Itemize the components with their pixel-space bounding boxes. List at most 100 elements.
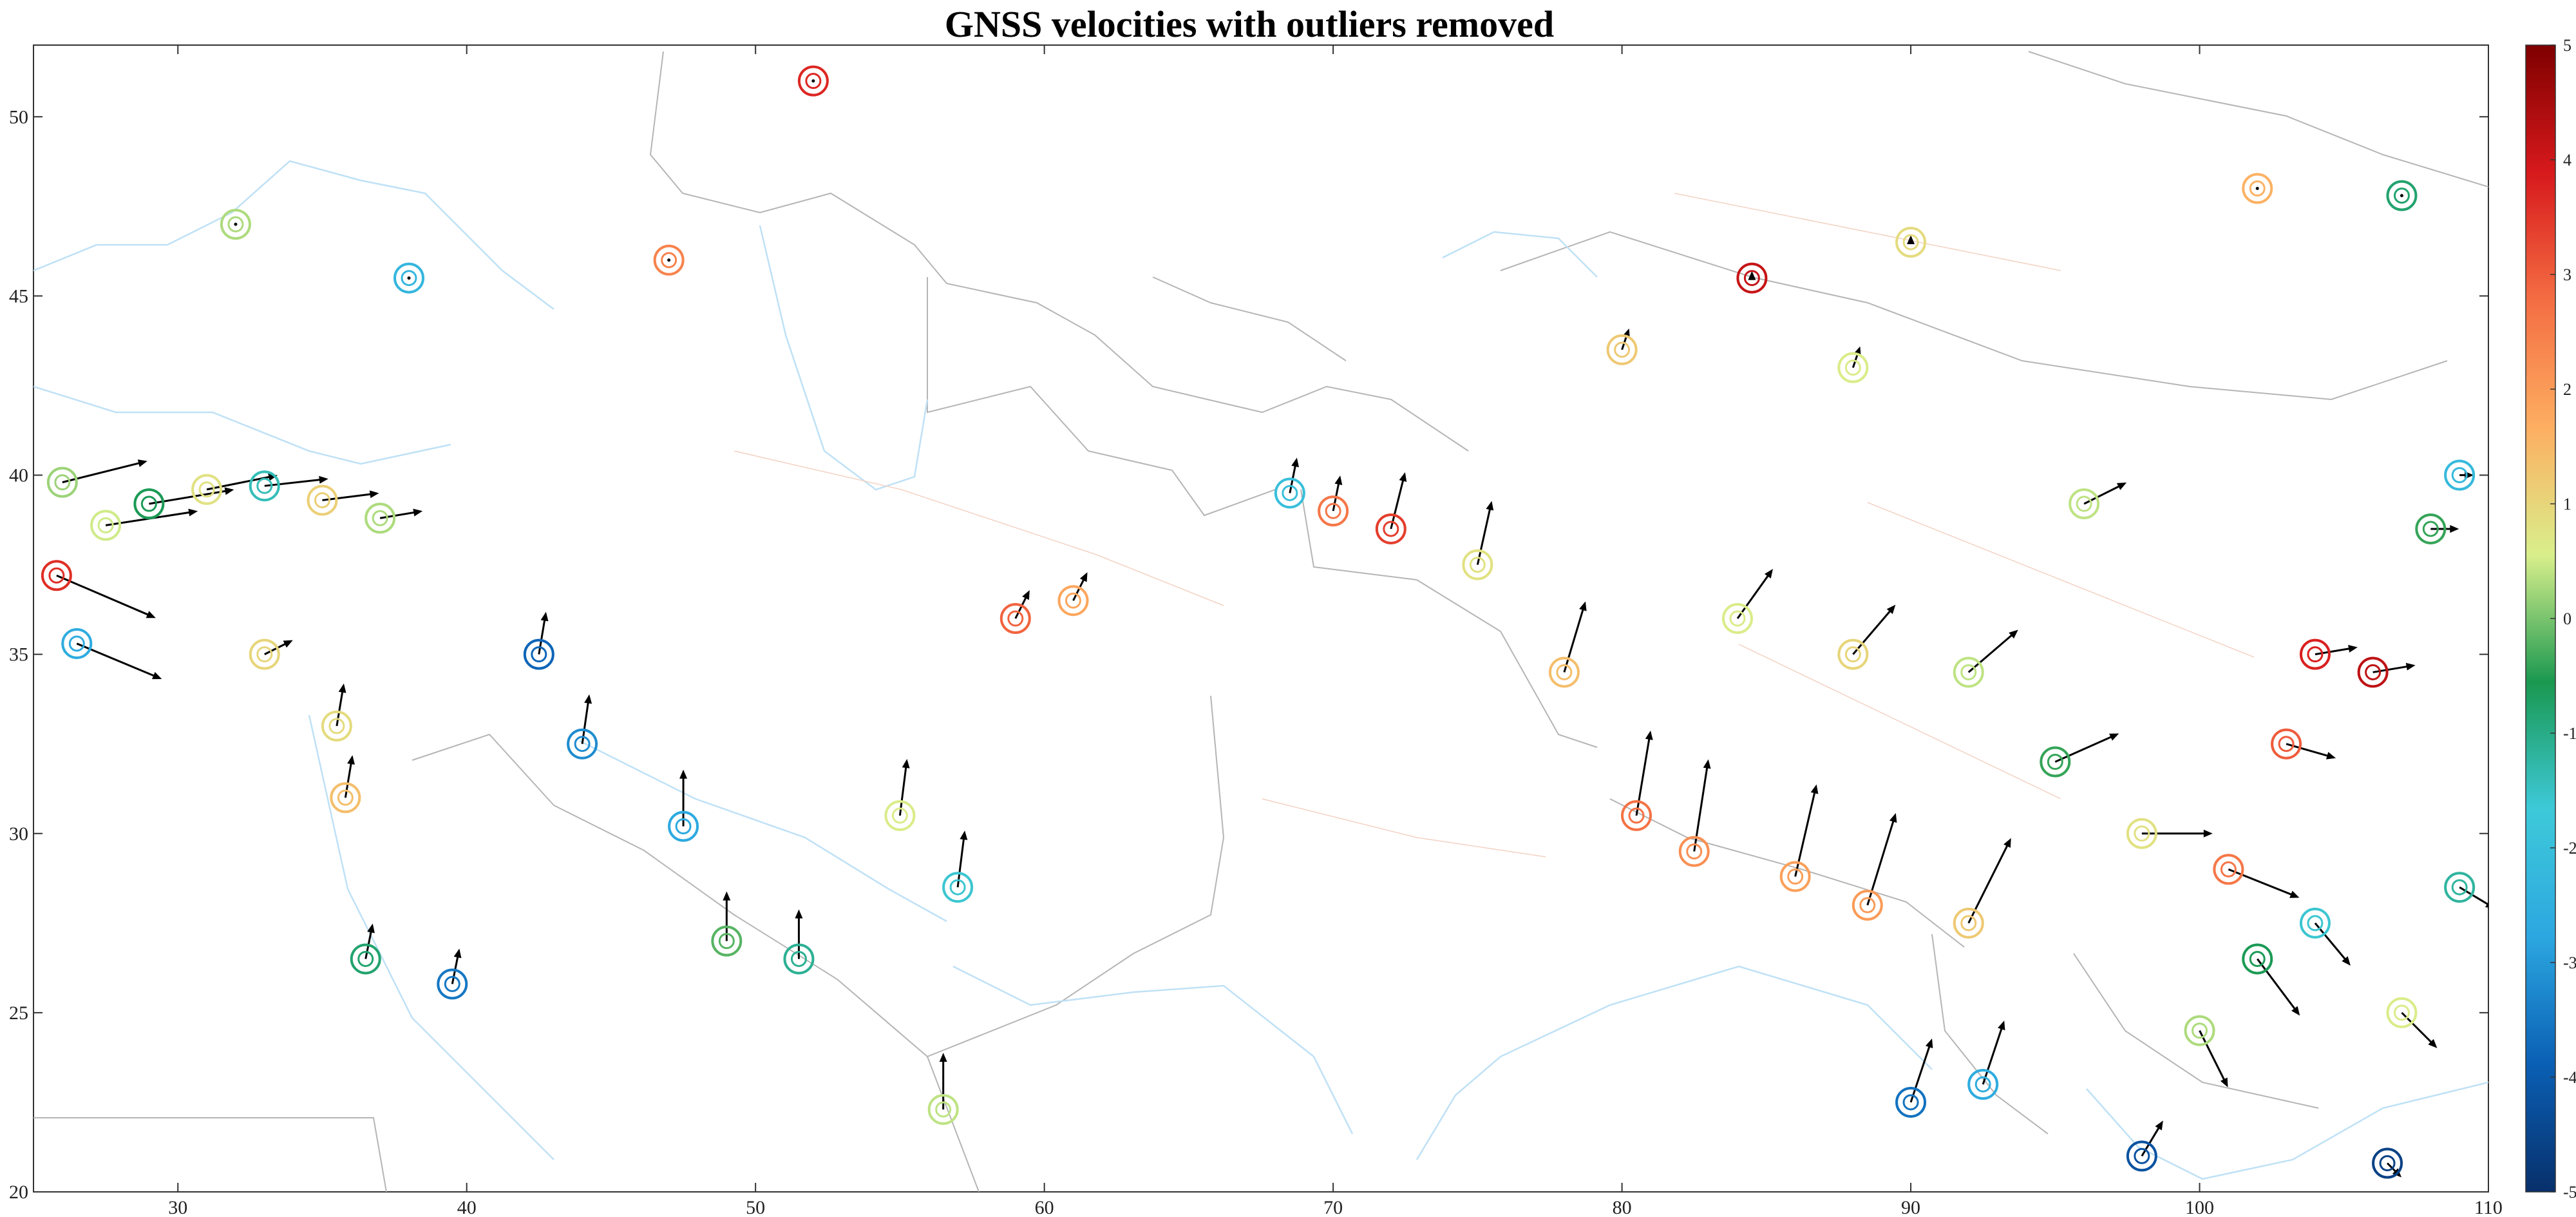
station-circle-inner xyxy=(1902,1094,1919,1111)
station-circle xyxy=(1837,352,1869,383)
station-circle-inner xyxy=(1844,646,1861,663)
station-circle xyxy=(393,262,425,294)
station-circle-inner xyxy=(2307,646,2324,663)
colorbar-ticks: 5 4 3 2 1 0 -1 -2 -3 -4 -5 xyxy=(2550,36,2576,1202)
station-circle-inner xyxy=(1325,503,1341,519)
station-circle-inner xyxy=(805,73,822,90)
station-circle-inner xyxy=(48,567,65,584)
station-circle xyxy=(567,728,598,760)
station-circle xyxy=(884,800,916,831)
station-circle-inner xyxy=(2379,1155,2396,1171)
station-circle-inner xyxy=(256,646,273,663)
colorbar: 5 4 3 2 1 0 -1 -2 -3 -4 -5 xyxy=(2525,36,2576,1202)
station-circle-inner xyxy=(357,950,374,967)
station-circle xyxy=(2040,746,2071,778)
station-circle-inner xyxy=(372,510,388,526)
station-circle-inner xyxy=(2307,915,2324,932)
station-circle xyxy=(2299,638,2331,670)
station-circle xyxy=(90,510,122,541)
station-circle-inner xyxy=(531,646,547,663)
station-circle xyxy=(249,470,280,502)
station-circle-inner xyxy=(1383,521,1399,537)
velocity-arrow xyxy=(2257,958,2300,1016)
x-tick-label: 30 xyxy=(168,1197,187,1217)
station-circle xyxy=(2444,459,2476,491)
station-circle xyxy=(523,638,554,670)
station-circle-inner xyxy=(227,216,244,233)
station-circle-inner xyxy=(1729,610,1746,627)
coastlines xyxy=(33,160,2488,1180)
station-circle xyxy=(1967,1069,1999,1100)
station-circle-inner xyxy=(1614,341,1631,358)
station-circle xyxy=(437,968,468,1000)
station-dot xyxy=(2400,194,2403,198)
station-circle-inner xyxy=(256,477,273,494)
station-circle xyxy=(330,782,361,814)
station-circle xyxy=(1736,262,1768,294)
station-circle-inner xyxy=(2365,664,2382,680)
colorbar-tick-label: 2 xyxy=(2563,380,2571,399)
station-circle-inner xyxy=(2451,879,2468,896)
station-circle xyxy=(1318,495,1349,527)
x-tick-label: 90 xyxy=(1901,1197,1920,1217)
velocity-arrow xyxy=(1967,629,2018,673)
station-circle-inner xyxy=(2278,736,2295,752)
y-tick-label: 45 xyxy=(9,285,28,307)
station-circle xyxy=(2386,180,2418,211)
station-circle-inner xyxy=(2047,754,2063,770)
station-circle-inner xyxy=(68,635,85,652)
station-circle xyxy=(1953,907,1984,939)
station-circle-inner xyxy=(1844,359,1861,376)
x-tick-label: 50 xyxy=(746,1197,765,1217)
colorbar-tick-label: 5 xyxy=(2563,36,2571,55)
station-circle-inner xyxy=(1628,807,1645,824)
colorbar-tick-label: -3 xyxy=(2563,953,2576,972)
station-circle xyxy=(783,943,815,975)
station-circle-inner xyxy=(2249,180,2266,196)
colorbar-tick-label: -4 xyxy=(2563,1068,2576,1087)
velocity-arrow xyxy=(956,830,968,888)
velocity-arrow xyxy=(2430,524,2459,533)
station-circle xyxy=(220,209,251,240)
station-circle-inner xyxy=(2134,1147,2150,1164)
station-circle-inner xyxy=(2422,521,2439,537)
velocity-arrow xyxy=(1476,501,1494,565)
station-circle-inner xyxy=(314,492,330,508)
station-circle xyxy=(365,503,396,534)
colorbar-tick-label: -1 xyxy=(2563,724,2576,743)
station-circle xyxy=(46,466,78,498)
station-circle-inner xyxy=(2220,861,2237,877)
station-circle-inner xyxy=(949,879,966,896)
station-circle xyxy=(1606,334,1638,365)
station-dot xyxy=(667,258,671,262)
station-circle-inner xyxy=(1902,234,1919,251)
station-circle xyxy=(2242,943,2273,975)
y-tick-label: 25 xyxy=(9,1002,28,1024)
station-circle xyxy=(133,488,165,519)
station-circle xyxy=(321,710,352,742)
plot-area xyxy=(33,44,2489,1193)
station-circle-inner xyxy=(1743,270,1760,287)
velocity-arrow xyxy=(1852,604,1896,655)
station-circle xyxy=(1837,638,1869,670)
station-circle xyxy=(191,474,223,505)
station-circle-inner xyxy=(1787,868,1804,885)
station-circle-inner xyxy=(1065,592,1081,609)
colorbar-tick-label: 3 xyxy=(2563,265,2571,284)
velocity-arrow xyxy=(1748,271,1756,280)
x-tick-label: 110 xyxy=(2474,1197,2503,1217)
station-circle-inner xyxy=(328,718,345,734)
x-tick-label: 60 xyxy=(1035,1197,1054,1217)
station-circle-inner xyxy=(2393,1004,2410,1021)
station-circle xyxy=(2126,818,2157,849)
station-dot xyxy=(2255,187,2259,190)
x-tick-label: 70 xyxy=(1323,1197,1343,1217)
velocity-arrow xyxy=(2054,733,2119,763)
station-circle xyxy=(927,1094,959,1126)
colorbar-tick-label: 1 xyxy=(2563,495,2571,513)
station-circle-inner xyxy=(2249,950,2266,967)
velocity-arrow xyxy=(1736,569,1773,619)
y-tick-label: 20 xyxy=(9,1182,28,1203)
station-circle xyxy=(249,638,280,670)
station-circle xyxy=(711,925,743,957)
